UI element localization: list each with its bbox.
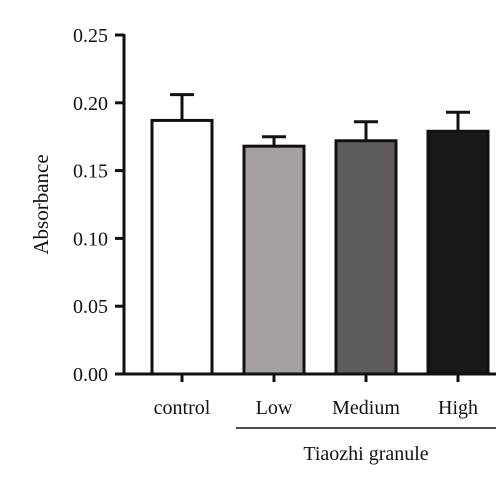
y-ticks-group: 0.00 0.05 0.10 0.15 0.20 0.25	[73, 25, 124, 386]
y-tick-label: 0.25	[73, 25, 108, 47]
y-axis-label: Absorbance	[29, 154, 53, 254]
x-tick-label-low: Low	[256, 397, 293, 419]
y-tick-label: 0.00	[73, 364, 108, 386]
x-tick-label-medium: Medium	[332, 397, 400, 419]
y-tick-label: 0.15	[73, 161, 108, 183]
x-tick-label-control: control	[154, 397, 211, 419]
y-tick-label: 0.05	[73, 296, 108, 318]
x-tick-label-high: High	[438, 397, 478, 419]
bar-medium	[334, 139, 398, 376]
bar-high	[426, 129, 490, 376]
y-tick-label: 0.20	[73, 93, 108, 115]
bar-control	[150, 118, 214, 376]
group-label: Tiaozhi granule	[303, 443, 428, 465]
error-bars-group	[170, 93, 470, 147]
x-ticks-group: control Low Medium High	[154, 374, 478, 419]
bar-low	[242, 144, 306, 376]
y-tick-label: 0.10	[73, 228, 108, 250]
bars-group	[150, 118, 490, 376]
